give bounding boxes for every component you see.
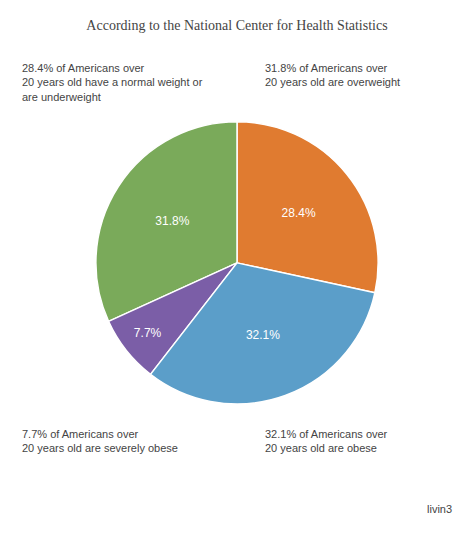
- svg-text:31.8% of Americans over20 year: 31.8% of Americans over20 years old are …: [265, 62, 400, 88]
- svg-text:7.7% of Americans over20 years: 7.7% of Americans over20 years old are s…: [22, 428, 178, 454]
- svg-text:According to the National Cent: According to the National Center for Hea…: [86, 18, 387, 33]
- svg-text:7.7%: 7.7%: [134, 326, 162, 340]
- svg-text:31.8%: 31.8%: [155, 214, 189, 228]
- svg-text:32.1%: 32.1%: [246, 328, 280, 342]
- svg-text:28.4%: 28.4%: [282, 206, 316, 220]
- svg-text:32.1% of Americans over20 year: 32.1% of Americans over20 years old are …: [265, 428, 388, 454]
- svg-text:livin3: livin3: [427, 503, 452, 515]
- svg-text:28.4% of Americans over20 year: 28.4% of Americans over20 years old have…: [22, 62, 203, 103]
